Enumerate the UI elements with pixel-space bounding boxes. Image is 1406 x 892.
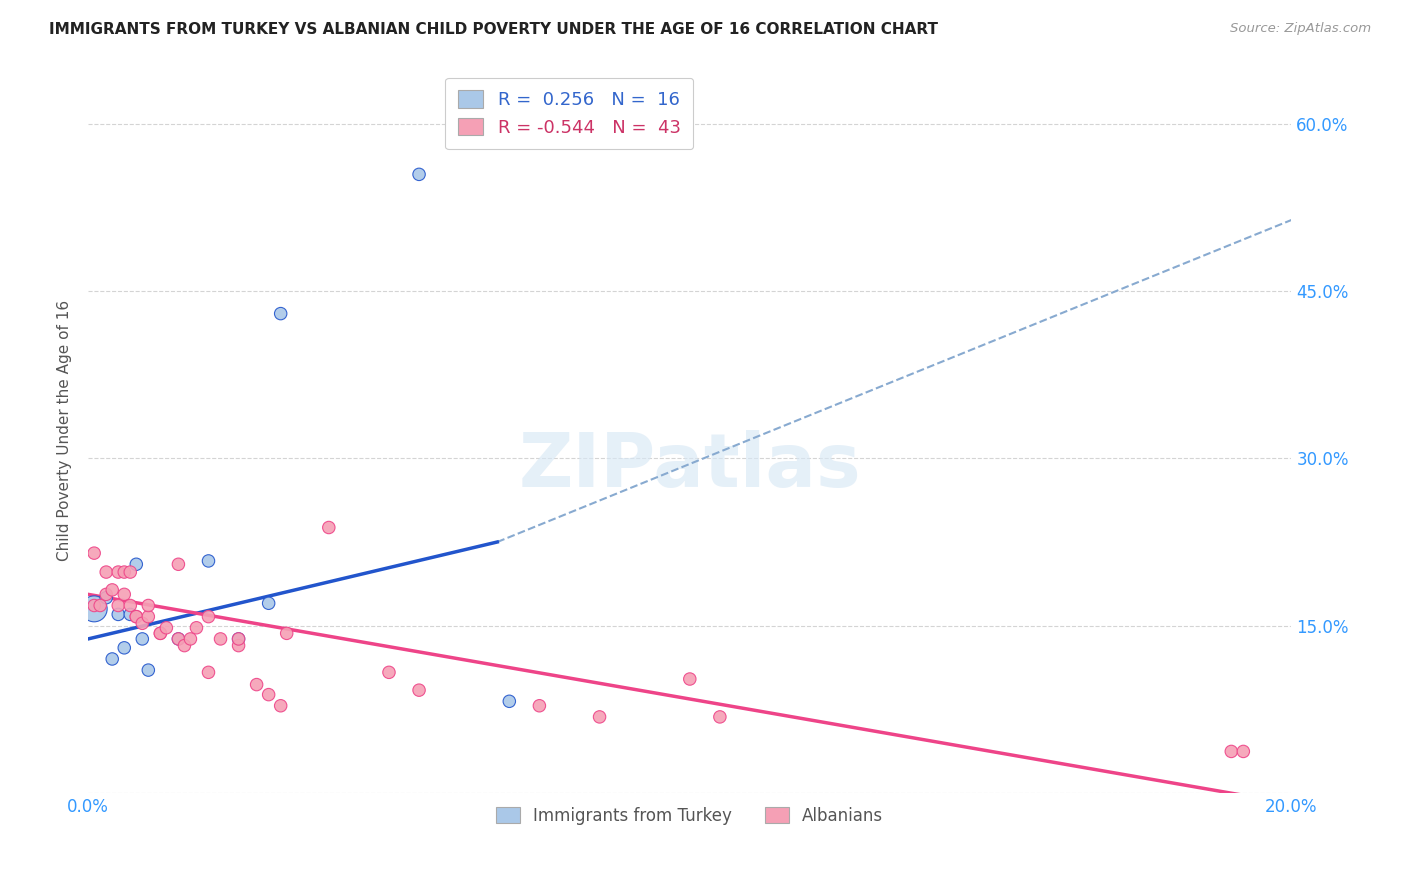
Point xyxy=(270,307,292,321)
Point xyxy=(709,710,731,724)
Point xyxy=(679,672,702,686)
Point xyxy=(228,632,250,646)
Text: ZIPatlas: ZIPatlas xyxy=(519,430,860,503)
Point xyxy=(112,587,135,601)
Point xyxy=(112,565,135,579)
Point xyxy=(131,632,153,646)
Point xyxy=(120,565,142,579)
Text: IMMIGRANTS FROM TURKEY VS ALBANIAN CHILD POVERTY UNDER THE AGE OF 16 CORRELATION: IMMIGRANTS FROM TURKEY VS ALBANIAN CHILD… xyxy=(49,22,938,37)
Point xyxy=(83,546,105,560)
Point xyxy=(529,698,551,713)
Point xyxy=(125,609,148,624)
Point xyxy=(167,632,190,646)
Point xyxy=(408,683,430,698)
Point xyxy=(167,632,190,646)
Point xyxy=(89,599,111,613)
Point xyxy=(209,632,232,646)
Point xyxy=(112,640,135,655)
Legend: Immigrants from Turkey, Albanians: Immigrants from Turkey, Albanians xyxy=(486,797,893,835)
Point xyxy=(149,626,172,640)
Point xyxy=(155,621,177,635)
Point xyxy=(270,698,292,713)
Point xyxy=(136,609,159,624)
Point xyxy=(246,677,269,691)
Point xyxy=(136,663,159,677)
Point xyxy=(378,665,401,680)
Point xyxy=(83,599,105,613)
Point xyxy=(96,591,118,605)
Point xyxy=(173,639,195,653)
Point xyxy=(149,626,172,640)
Point xyxy=(276,626,298,640)
Point xyxy=(131,616,153,631)
Point xyxy=(107,599,129,613)
Point xyxy=(107,565,129,579)
Point xyxy=(107,607,129,622)
Point xyxy=(228,632,250,646)
Point xyxy=(125,609,148,624)
Point xyxy=(228,639,250,653)
Point xyxy=(96,565,118,579)
Point xyxy=(167,558,190,572)
Point xyxy=(125,558,148,572)
Y-axis label: Child Poverty Under the Age of 16: Child Poverty Under the Age of 16 xyxy=(58,300,72,561)
Point xyxy=(83,602,105,616)
Point xyxy=(1220,744,1243,758)
Point xyxy=(257,596,280,610)
Point xyxy=(197,554,219,568)
Point xyxy=(120,599,142,613)
Point xyxy=(197,609,219,624)
Point xyxy=(318,520,340,534)
Point xyxy=(588,710,610,724)
Point xyxy=(408,167,430,181)
Point xyxy=(101,652,124,666)
Point xyxy=(96,587,118,601)
Point xyxy=(197,665,219,680)
Point xyxy=(1232,744,1254,758)
Point xyxy=(498,694,520,708)
Point xyxy=(179,632,201,646)
Text: Source: ZipAtlas.com: Source: ZipAtlas.com xyxy=(1230,22,1371,36)
Point xyxy=(136,599,159,613)
Point xyxy=(257,688,280,702)
Point xyxy=(101,582,124,597)
Point xyxy=(120,607,142,622)
Point xyxy=(186,621,208,635)
